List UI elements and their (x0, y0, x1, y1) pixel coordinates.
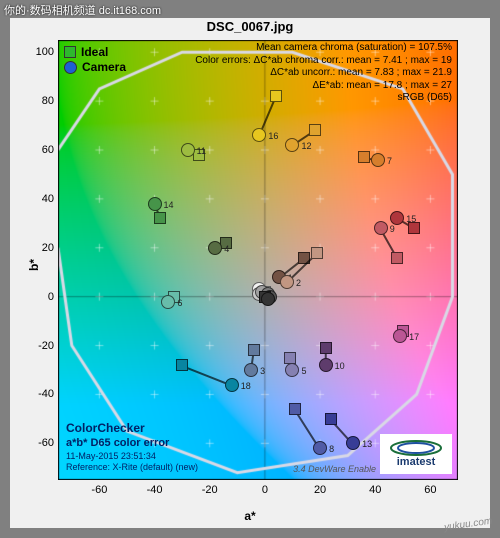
ideal-marker (320, 342, 332, 354)
patch-label: 15 (406, 214, 416, 224)
patch-label: 11 (197, 146, 206, 156)
ideal-marker (358, 151, 370, 163)
x-tick: 60 (424, 484, 436, 496)
legend-ideal-label: Ideal (81, 45, 108, 59)
patch-label: 12 (301, 141, 311, 151)
camera-marker (374, 221, 388, 235)
y-tick: 80 (28, 95, 54, 107)
camera-marker (371, 153, 385, 167)
camera-marker (280, 275, 294, 289)
y-tick: 0 (28, 291, 54, 303)
patch-label: 13 (362, 439, 372, 449)
branding-reference: Reference: X-Rite (default) (new) (66, 462, 198, 474)
patch-label: 2 (296, 278, 301, 288)
camera-marker (244, 363, 258, 377)
patch-label: 16 (268, 131, 278, 141)
imatest-logo: imatest (380, 434, 452, 474)
patch-label: 8 (329, 444, 334, 454)
y-tick: 40 (28, 193, 54, 205)
y-tick: -20 (28, 340, 54, 352)
patch-label: 5 (301, 366, 306, 376)
camera-marker (285, 363, 299, 377)
chart-frame: DSC_0067.jpg b* a* -60-40-20020406080100… (10, 18, 490, 528)
camera-marker (181, 143, 195, 157)
ideal-marker (289, 403, 301, 415)
patch-label: 6 (177, 298, 182, 308)
ideal-marker (270, 90, 282, 102)
info-block: Mean camera chroma (saturation) = 107.5%… (195, 42, 452, 105)
ideal-marker (154, 212, 166, 224)
x-tick: -60 (91, 484, 107, 496)
x-tick: 0 (262, 484, 268, 496)
branding-block: ColorChecker a*b* D65 color error 11-May… (66, 421, 198, 474)
y-tick: 100 (28, 46, 54, 58)
x-tick: 20 (314, 484, 326, 496)
legend-ideal-marker (64, 46, 76, 58)
x-axis-label: a* (10, 509, 490, 523)
branding-title: ColorChecker (66, 421, 198, 437)
plot-area: -60-40-20020406080100-60-40-200204060 Id… (58, 40, 458, 480)
info-line: ΔC*ab uncorr.: mean = 7.83 ; max = 21.9 (195, 67, 452, 80)
info-line: sRGB (D65) (195, 92, 452, 105)
x-tick: 40 (369, 484, 381, 496)
patch-label: 7 (387, 156, 392, 166)
camera-marker (261, 292, 275, 306)
camera-marker (285, 138, 299, 152)
patch-label: 18 (241, 381, 251, 391)
chart-title: DSC_0067.jpg (10, 19, 490, 34)
ideal-marker (311, 247, 323, 259)
devware-label: 3.4 DevWare Enable (293, 464, 376, 474)
camera-marker (252, 128, 266, 142)
x-tick: -20 (202, 484, 218, 496)
y-axis-label: b* (27, 259, 41, 271)
x-tick: -40 (147, 484, 163, 496)
camera-marker (208, 241, 222, 255)
camera-marker (225, 378, 239, 392)
legend-camera-marker (64, 61, 77, 74)
info-line: Mean camera chroma (saturation) = 107.5% (195, 42, 452, 55)
legend: Ideal Camera (64, 44, 126, 75)
camera-marker (393, 329, 407, 343)
camera-marker (319, 358, 333, 372)
ideal-marker (248, 344, 260, 356)
imatest-text: imatest (397, 456, 436, 468)
ideal-marker (176, 359, 188, 371)
patch-label: 4 (224, 244, 229, 254)
y-tick: 60 (28, 144, 54, 156)
ideal-marker (391, 252, 403, 264)
camera-marker (161, 295, 175, 309)
patch-label: 3 (260, 366, 265, 376)
legend-camera-label: Camera (82, 60, 126, 74)
camera-marker (390, 211, 404, 225)
patch-label: 9 (390, 224, 395, 234)
patch-label: 17 (409, 332, 419, 342)
camera-marker (148, 197, 162, 211)
camera-marker (346, 436, 360, 450)
patch-label: 10 (335, 361, 345, 371)
info-line: Color errors: ΔC*ab chroma corr.: mean =… (195, 55, 452, 68)
ideal-marker (284, 352, 296, 364)
y-tick: -60 (28, 437, 54, 449)
branding-subtitle: a*b* D65 color error (66, 436, 198, 450)
ideal-marker (325, 413, 337, 425)
watermark-top-left: 你的·数码相机频道 dc.it168.com (4, 2, 161, 18)
y-tick: -40 (28, 388, 54, 400)
camera-marker (313, 441, 327, 455)
branding-date: 11-May-2015 23:51:34 (66, 451, 198, 463)
y-tick: 20 (28, 242, 54, 254)
info-line: ΔE*ab: mean = 17.8 ; max = 27 (195, 80, 452, 93)
ideal-marker (309, 124, 321, 136)
patch-label: 14 (164, 200, 174, 210)
